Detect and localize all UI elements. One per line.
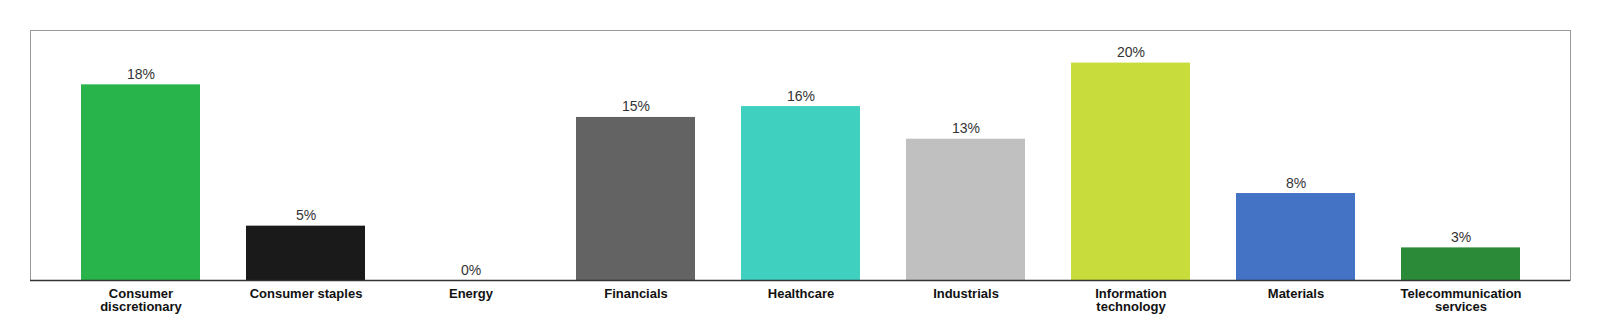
svg-text:15%: 15% [622, 98, 650, 114]
svg-text:13%: 13% [952, 120, 980, 136]
svg-text:0%: 0% [461, 262, 481, 278]
svg-text:Materials: Materials [1268, 286, 1324, 301]
svg-text:20%: 20% [1117, 44, 1145, 60]
svg-text:5%: 5% [296, 207, 316, 223]
svg-text:Healthcare: Healthcare [768, 286, 834, 301]
svg-text:Informationtechnology: Informationtechnology [1095, 286, 1167, 314]
svg-text:16%: 16% [787, 88, 815, 104]
svg-text:18%: 18% [127, 66, 155, 82]
svg-text:Industrials: Industrials [933, 286, 999, 301]
svg-text:Consumerdiscretionary: Consumerdiscretionary [100, 286, 182, 314]
svg-text:3%: 3% [1451, 229, 1471, 245]
svg-text:Consumer staples: Consumer staples [250, 286, 363, 301]
svg-text:Energy: Energy [449, 286, 494, 301]
svg-text:Telecommunicationservices: Telecommunicationservices [1400, 286, 1521, 314]
svg-text:Financials: Financials [604, 286, 668, 301]
svg-text:8%: 8% [1286, 175, 1306, 191]
